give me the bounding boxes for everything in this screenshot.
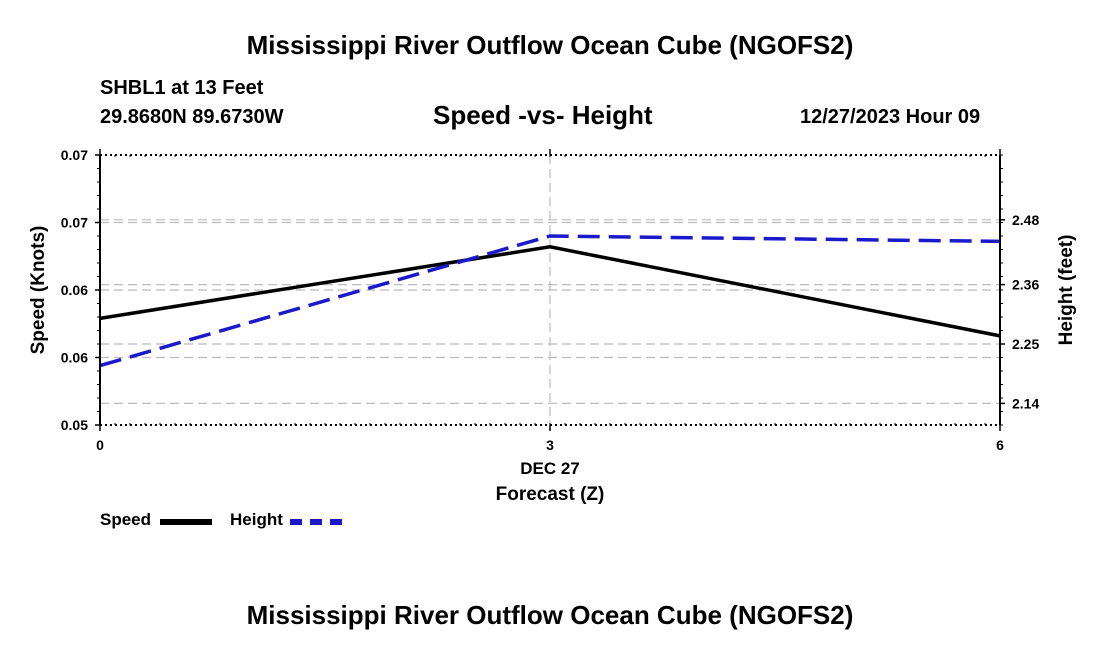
- label-layer: 0.05 0.06 0.06 0.07 0.07 2.14 2.25 2.36 2.48 0 3 6 D…: [28, 147, 1077, 505]
- legend-speed-label: Speed: [100, 510, 152, 529]
- legend-height-label: Height: [230, 510, 283, 529]
- x-tick-label: 0: [96, 437, 104, 453]
- speed-height-chart: 0.05 0.06 0.06 0.07 0.07 2.14 2.25 2.36 2.48 0 3 6 D…: [28, 147, 1077, 505]
- coordinates-label: 29.8680N 89.6730W: [100, 106, 284, 128]
- y2-tick-label: 2.25: [1012, 336, 1039, 352]
- x-tick-label: 3: [546, 437, 554, 453]
- datetime-label: 12/27/2023 Hour 09: [800, 106, 981, 128]
- axis-layer: [95, 149, 1005, 431]
- y-tick-label: 0.05: [61, 417, 88, 433]
- y2-axis-label: Height (feet): [1056, 235, 1077, 346]
- y2-tick-label: 2.36: [1012, 277, 1039, 293]
- station-label: SHBL1 at 13 Feet: [100, 77, 264, 99]
- y-axis-label: Speed (Knots): [28, 226, 49, 355]
- legend-height-swatch: [290, 519, 342, 525]
- y-tick-label: 0.06: [61, 282, 88, 298]
- y-tick-label: 0.06: [61, 350, 88, 366]
- grid-layer: [100, 155, 1000, 425]
- y2-tick-label: 2.48: [1012, 212, 1039, 228]
- x-axis-label: Forecast (Z): [496, 484, 605, 505]
- x-tick-label: 6: [996, 437, 1004, 453]
- y-tick-label: 0.07: [61, 215, 88, 231]
- series-layer: [99, 234, 1001, 368]
- footer-title: Mississippi River Outflow Ocean Cube (NG…: [246, 600, 854, 630]
- chart-title: Speed -vs- Height: [433, 100, 653, 130]
- page-title: Mississippi River Outflow Ocean Cube (NG…: [246, 30, 854, 60]
- legend-speed-swatch: [160, 519, 212, 525]
- y-tick-label: 0.07: [61, 147, 88, 163]
- y2-tick-label: 2.14: [1012, 395, 1039, 411]
- x-date-label: DEC 27: [520, 459, 580, 478]
- series-line-speed: [99, 245, 1001, 338]
- series-line-height: [99, 234, 1001, 368]
